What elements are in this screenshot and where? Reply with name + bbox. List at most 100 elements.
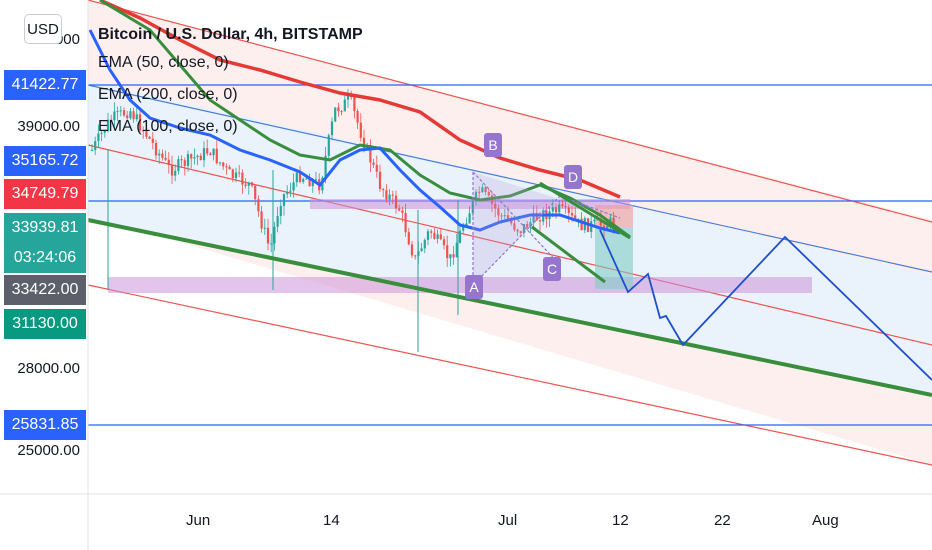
candle-body: [433, 232, 436, 239]
candle-body: [401, 210, 404, 213]
channel-middle-zone: [88, 80, 932, 395]
candle-body: [599, 219, 602, 226]
candle-body: [209, 153, 212, 156]
candle-body: [426, 231, 430, 240]
candle-body: [90, 149, 94, 151]
candle-body: [190, 154, 193, 159]
candle-body: [206, 148, 209, 154]
price-label-25000: 25000.00: [17, 442, 80, 459]
candle-body: [484, 187, 487, 193]
candle-body: [94, 141, 97, 150]
candle-body: [442, 239, 446, 246]
candle-body: [468, 213, 471, 224]
candle-body: [148, 136, 151, 139]
candle-body: [97, 133, 100, 142]
candle-body: [161, 153, 164, 158]
pattern-label-a: A: [465, 275, 483, 299]
time-label-12: 12: [612, 512, 629, 529]
candle-body: [372, 162, 375, 165]
candle-body: [106, 119, 110, 131]
candle-body: [385, 190, 388, 200]
indicator-ema-100[interactable]: EMA (100, close, 0): [98, 118, 238, 135]
indicator-ema-200[interactable]: EMA (200, close, 0): [98, 86, 238, 103]
pattern-triangle: [472, 172, 621, 287]
candle-body: [151, 138, 154, 143]
candle-body: [558, 204, 561, 213]
candle-body: [388, 194, 391, 200]
candle-body: [154, 142, 158, 156]
time-label-14: 14: [323, 512, 340, 529]
time-label-22: 22: [714, 512, 731, 529]
candle-body: [215, 148, 218, 164]
candle-body: [593, 219, 596, 222]
candle-body: [394, 195, 398, 209]
candle-body: [279, 205, 282, 217]
candle-body: [513, 223, 516, 230]
candle-body: [212, 148, 215, 156]
candle-body: [129, 111, 132, 119]
candle-body: [564, 206, 567, 208]
candle-body: [538, 220, 542, 222]
price-label-39000: 39000.00: [17, 118, 80, 135]
price-tag-31130: 31130.00: [4, 309, 86, 339]
candle-body: [302, 179, 305, 182]
candle-body: [580, 218, 583, 231]
candle-body: [183, 160, 186, 166]
channel-bottom-line: [87, 284, 932, 466]
candle-body: [289, 190, 292, 192]
candle-body: [116, 110, 119, 112]
time-label-jul: Jul: [498, 512, 518, 529]
candle-body: [247, 182, 250, 186]
candle-body: [180, 159, 183, 161]
candle-body: [561, 204, 564, 207]
candle-body: [532, 213, 535, 223]
candle-body: [145, 131, 148, 137]
candle-body: [452, 254, 455, 258]
candle-body: [132, 111, 135, 120]
candle-body: [193, 157, 196, 159]
candle-body: [241, 172, 244, 185]
candle-body: [292, 182, 295, 191]
candle-body: [516, 229, 519, 232]
candle-body: [186, 154, 190, 166]
time-label-jun: Jun: [186, 512, 211, 529]
chart-legend: Bitcoin / U.S. Dollar, 4h, BITSTAMP EMA …: [98, 24, 363, 144]
candle-body: [177, 159, 180, 171]
candle-body: [110, 119, 113, 121]
candle-body: [167, 159, 170, 165]
candle-body: [327, 135, 330, 156]
candle-body: [170, 164, 174, 176]
candle-body: [314, 179, 318, 181]
countdown-tag: 03:24:06: [4, 243, 86, 273]
candle-body: [519, 231, 522, 233]
candle-body: [462, 226, 465, 231]
candle-body: [378, 171, 382, 190]
candle-body: [382, 189, 385, 191]
price-tag-34749: 34749.79: [4, 179, 86, 209]
candle-body: [126, 115, 129, 119]
candle-body: [478, 191, 481, 193]
resistance-zone: [310, 199, 630, 209]
candle-body: [535, 213, 538, 221]
candle-body: [308, 178, 311, 187]
candle-body: [574, 215, 577, 220]
candle-body: [103, 130, 106, 133]
candle-body: [257, 199, 260, 212]
indicator-ema-50[interactable]: EMA (50, close, 0): [98, 54, 229, 71]
candle-body: [199, 155, 202, 161]
candle-body: [612, 217, 615, 226]
symbol-title[interactable]: Bitcoin / U.S. Dollar, 4h, BITSTAMP: [98, 26, 363, 43]
candle-body: [340, 111, 343, 113]
channel-mid-line: [87, 144, 932, 346]
candle-body: [231, 169, 234, 179]
price-tag-33422: 33422.00: [4, 275, 86, 305]
candle-body: [244, 184, 247, 186]
candle-body: [404, 212, 407, 233]
candle-body: [414, 255, 417, 257]
currency-button[interactable]: USD: [24, 14, 62, 44]
candle-body: [343, 99, 346, 112]
candle-body: [497, 208, 500, 216]
candle-body: [225, 166, 228, 168]
candle-body: [455, 242, 458, 258]
